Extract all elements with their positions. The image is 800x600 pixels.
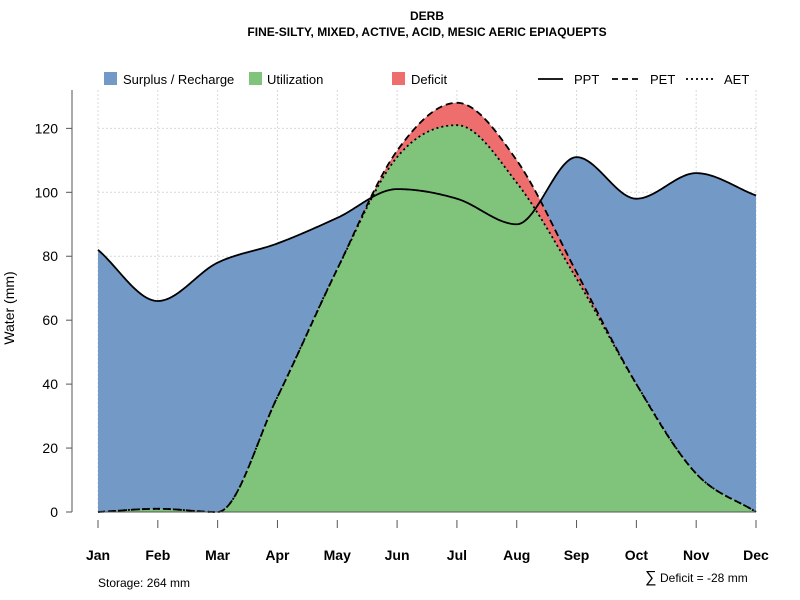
legend-swatch-deficit [392,72,405,85]
chart-subtitle: FINE-SILTY, MIXED, ACTIVE, ACID, MESIC A… [247,25,606,39]
x-tick-label-may: May [324,547,351,563]
y-axis-label: Water (mm) [1,271,17,344]
y-tick-label: 80 [42,248,58,264]
sum-icon: ∑ [645,569,656,586]
legend-swatch-surplus [104,72,117,85]
legend-label-utilization: Utilization [267,72,323,87]
legend-label-surplus: Surplus / Recharge [123,72,234,87]
series-lines [97,101,757,513]
y-tick-label: 120 [35,120,59,136]
y-tick-label: 20 [42,440,58,456]
x-ticks: Jan Feb Mar Apr May Jun Jul Aug Sep Oct Nov Dec [86,520,769,563]
x-tick-label-jan: Jan [86,547,110,563]
deficit-total-label: Deficit = -28 mm [660,571,748,585]
x-tick-label-nov: Nov [683,547,710,563]
storage-label: Storage: 264 mm [98,576,190,590]
area-fills [98,102,756,513]
x-tick-label-oct: Oct [625,547,649,563]
x-tick-label-dec: Dec [743,547,769,563]
x-tick-label-jun: Jun [385,547,410,563]
y-ticks: 0 20 40 60 80 100 120 [35,120,72,520]
y-tick-label: 60 [42,312,58,328]
x-tick-label-apr: Apr [265,547,290,563]
y-tick-label: 100 [35,184,59,200]
x-tick-label-sep: Sep [564,547,590,563]
legend-label-pet: PET [650,72,675,87]
y-tick-label: 40 [42,376,58,392]
legend-label-ppt: PPT [574,72,599,87]
legend-label-aet: AET [724,72,749,87]
x-tick-label-aug: Aug [503,547,530,563]
x-tick-label-jul: Jul [447,547,467,563]
chart-title: DERB [410,9,444,23]
legend: Surplus / Recharge Utilization Deficit P… [104,72,749,87]
x-tick-label-mar: Mar [205,547,230,563]
legend-label-deficit: Deficit [411,72,448,87]
area-utilization [98,125,756,513]
x-tick-label-feb: Feb [145,547,170,563]
legend-swatch-utilization [249,72,262,85]
y-tick-label: 0 [50,504,58,520]
series-line-ppt [97,156,757,302]
